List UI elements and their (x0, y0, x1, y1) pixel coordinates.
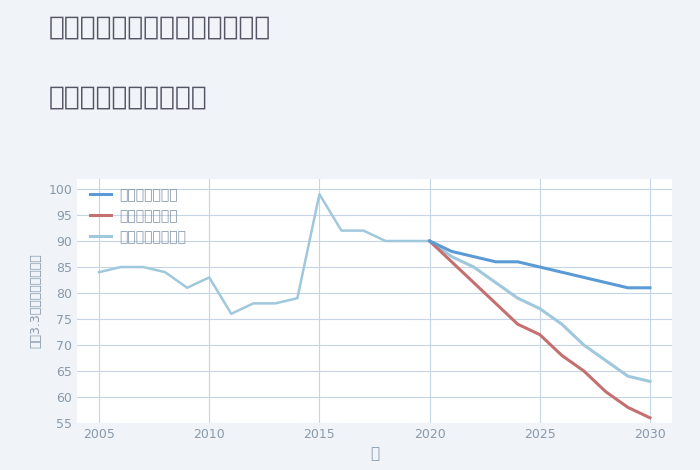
ノーマルシナリオ (646, 378, 654, 384)
バッドシナリオ (624, 405, 632, 410)
Line: バッドシナリオ: バッドシナリオ (430, 241, 650, 418)
グッドシナリオ (426, 238, 434, 244)
ノーマルシナリオ (470, 264, 478, 270)
バッドシナリオ (447, 259, 456, 265)
Line: ノーマルシナリオ: ノーマルシナリオ (430, 241, 650, 381)
グッドシナリオ (624, 285, 632, 290)
ノーマルシナリオ (580, 342, 588, 348)
バッドシナリオ (602, 389, 610, 395)
Y-axis label: 坪（3.3㎡）単価（万円）: 坪（3.3㎡）単価（万円） (29, 253, 43, 348)
ノーマルシナリオ (558, 321, 566, 327)
バッドシナリオ (514, 321, 522, 327)
ノーマルシナリオ (536, 306, 544, 312)
Text: 中古戸建ての価格推移: 中古戸建ての価格推移 (49, 85, 208, 110)
Legend: グッドシナリオ, バッドシナリオ, ノーマルシナリオ: グッドシナリオ, バッドシナリオ, ノーマルシナリオ (90, 188, 186, 244)
グッドシナリオ (514, 259, 522, 265)
ノーマルシナリオ (624, 373, 632, 379)
バッドシナリオ (580, 368, 588, 374)
バッドシナリオ (536, 332, 544, 337)
ノーマルシナリオ (426, 238, 434, 244)
ノーマルシナリオ (447, 254, 456, 259)
グッドシナリオ (470, 254, 478, 259)
グッドシナリオ (536, 264, 544, 270)
グッドシナリオ (447, 249, 456, 254)
ノーマルシナリオ (602, 358, 610, 363)
バッドシナリオ (426, 238, 434, 244)
ノーマルシナリオ (514, 295, 522, 301)
X-axis label: 年: 年 (370, 446, 379, 462)
バッドシナリオ (491, 301, 500, 306)
バッドシナリオ (646, 415, 654, 421)
ノーマルシナリオ (491, 280, 500, 285)
グッドシナリオ (558, 269, 566, 275)
Line: グッドシナリオ: グッドシナリオ (430, 241, 650, 288)
グッドシナリオ (602, 280, 610, 285)
バッドシナリオ (470, 280, 478, 285)
グッドシナリオ (646, 285, 654, 290)
Text: 兵庫県たつの市揖保川町二塚の: 兵庫県たつの市揖保川町二塚の (49, 14, 272, 40)
バッドシナリオ (558, 352, 566, 358)
グッドシナリオ (580, 274, 588, 280)
グッドシナリオ (491, 259, 500, 265)
